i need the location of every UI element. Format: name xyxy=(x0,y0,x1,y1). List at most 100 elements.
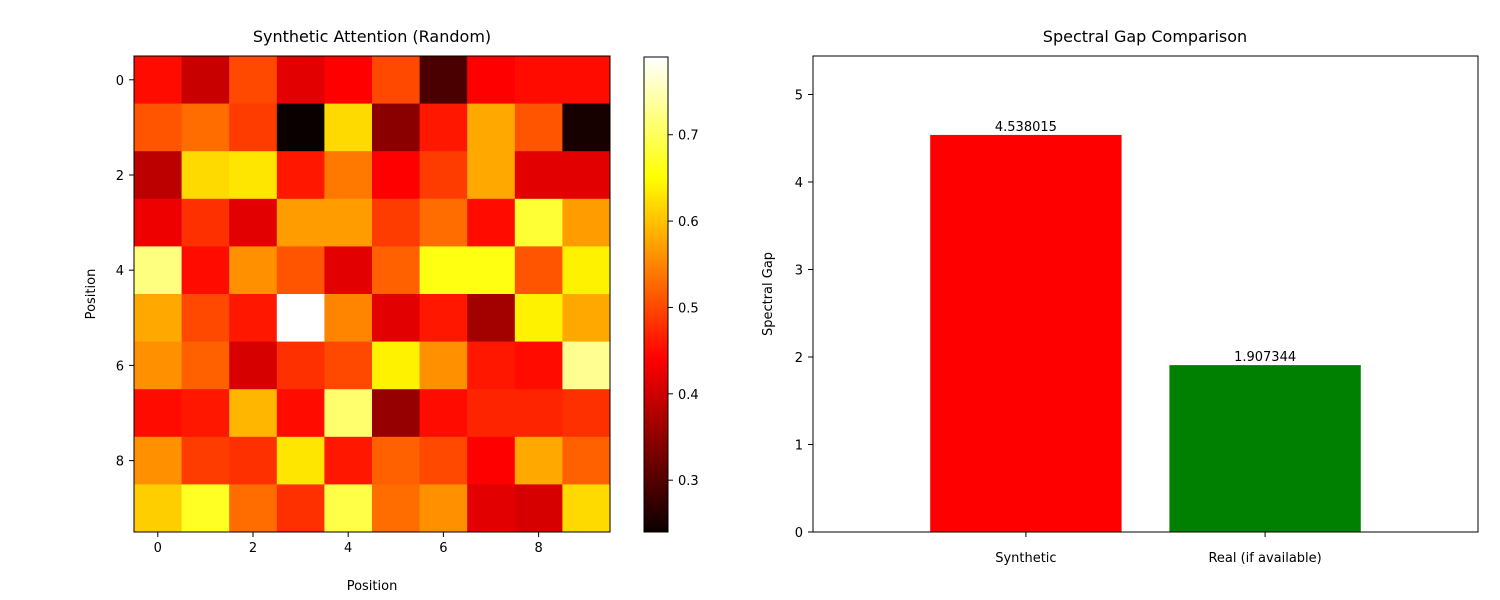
heatmap-cell xyxy=(419,389,468,438)
heatmap-cell xyxy=(324,341,373,390)
heatmap-cell xyxy=(229,103,278,152)
bar xyxy=(1169,365,1361,532)
heatmap-cell xyxy=(372,436,421,485)
heatmap-cell xyxy=(229,389,278,438)
bar-y-tick-label: 4 xyxy=(795,176,803,191)
heatmap-x-tick-label: 0 xyxy=(154,541,162,556)
heatmap-cell xyxy=(134,436,183,485)
heatmap-cell xyxy=(372,103,421,152)
bar-y-tick-label: 2 xyxy=(795,351,803,366)
heatmap-cell xyxy=(134,246,183,295)
heatmap-cell xyxy=(419,56,468,105)
heatmap-y-tick-label: 4 xyxy=(116,264,124,279)
heatmap-cell xyxy=(181,341,230,390)
heatmap-x-tick-label: 6 xyxy=(439,541,447,556)
heatmap-cell xyxy=(276,198,325,247)
heatmap-cell xyxy=(419,198,468,247)
heatmap-cell xyxy=(276,484,325,533)
heatmap-cell xyxy=(467,56,516,105)
heatmap-cell xyxy=(276,246,325,295)
heatmap-cell xyxy=(372,341,421,390)
bar-x-tick-label: Synthetic xyxy=(995,551,1056,566)
heatmap-cell xyxy=(229,294,278,343)
bar-plot-frame xyxy=(812,55,1479,533)
colorbar: 0.3 0.4 0.5 0.6 0.7 xyxy=(643,56,699,533)
heatmap-cell xyxy=(229,151,278,200)
heatmap-cell xyxy=(562,436,611,485)
bar xyxy=(930,134,1122,532)
heatmap-cell xyxy=(419,484,468,533)
heatmap-cell xyxy=(514,56,563,105)
heatmap-cell xyxy=(134,294,183,343)
bar-chart-title: Spectral Gap Comparison xyxy=(1043,27,1247,46)
heatmap-cell xyxy=(467,436,516,485)
heatmap-cell xyxy=(276,294,325,343)
heatmap-cell xyxy=(372,151,421,200)
heatmap-x-tick-label: 4 xyxy=(344,541,352,556)
colorbar-tick-label: 0.7 xyxy=(678,129,699,144)
heatmap-cell xyxy=(562,103,611,152)
heatmap-cell xyxy=(372,56,421,105)
heatmap-cell xyxy=(419,246,468,295)
heatmap-cell xyxy=(514,484,563,533)
bar-value-label: 4.538015 xyxy=(995,120,1057,135)
heatmap-cell xyxy=(276,103,325,152)
colorbar-gradient xyxy=(643,56,669,533)
bar-series: 4.538015 1.907344 xyxy=(930,120,1361,532)
heatmap-cell xyxy=(181,484,230,533)
heatmap-cell xyxy=(324,484,373,533)
heatmap-cell xyxy=(181,151,230,200)
heatmap-cell xyxy=(372,198,421,247)
heatmap-cell xyxy=(134,151,183,200)
heatmap-y-tick-label: 2 xyxy=(116,169,124,184)
heatmap-cell xyxy=(419,341,468,390)
heatmap-cell xyxy=(514,389,563,438)
colorbar-tick-label: 0.4 xyxy=(678,388,699,403)
colorbar-tick-label: 0.5 xyxy=(678,301,699,316)
heatmap-cell xyxy=(324,56,373,105)
heatmap-cell xyxy=(467,246,516,295)
heatmap-cell xyxy=(467,294,516,343)
bar-x-tick-label: Real (if available) xyxy=(1208,551,1321,566)
heatmap-cell xyxy=(229,56,278,105)
heatmap-cell xyxy=(276,436,325,485)
heatmap-cell xyxy=(372,246,421,295)
heatmap-cell xyxy=(324,436,373,485)
heatmap-y-tick-label: 6 xyxy=(116,359,124,374)
colorbar-tick-label: 0.3 xyxy=(678,474,699,489)
heatmap-cell xyxy=(181,436,230,485)
heatmap-x-axis: 0 2 4 6 8 xyxy=(154,532,543,556)
heatmap-cell xyxy=(514,294,563,343)
heatmap-cell xyxy=(276,56,325,105)
heatmap-cell xyxy=(134,103,183,152)
heatmap-cell xyxy=(324,198,373,247)
heatmap-cell xyxy=(372,484,421,533)
heatmap-cell xyxy=(467,151,516,200)
heatmap-panel: Synthetic Attention (Random) 0 2 4 6 8 0 2 4 6 8… xyxy=(84,27,611,594)
heatmap-cell xyxy=(181,198,230,247)
heatmap-cell xyxy=(324,294,373,343)
heatmap-cell xyxy=(324,389,373,438)
heatmap-cell xyxy=(562,341,611,390)
heatmap-cell xyxy=(562,389,611,438)
heatmap-cell xyxy=(324,103,373,152)
heatmap-cell xyxy=(229,484,278,533)
colorbar-ticks: 0.3 0.4 0.5 0.6 0.7 xyxy=(668,129,699,489)
heatmap-cell xyxy=(324,246,373,295)
heatmap-x-tick-label: 8 xyxy=(534,541,542,556)
heatmap-cell xyxy=(372,294,421,343)
heatmap-cell xyxy=(276,341,325,390)
heatmap-cell xyxy=(134,484,183,533)
heatmap-cell xyxy=(181,246,230,295)
heatmap-cell xyxy=(514,436,563,485)
heatmap-cell xyxy=(467,389,516,438)
heatmap-cell xyxy=(419,294,468,343)
heatmap-cell xyxy=(134,56,183,105)
heatmap-y-tick-label: 8 xyxy=(116,455,124,470)
heatmap-cell xyxy=(562,484,611,533)
bar-y-tick-label: 1 xyxy=(795,439,803,454)
heatmap-cell xyxy=(562,198,611,247)
heatmap-cell xyxy=(562,246,611,295)
heatmap-cell xyxy=(419,436,468,485)
